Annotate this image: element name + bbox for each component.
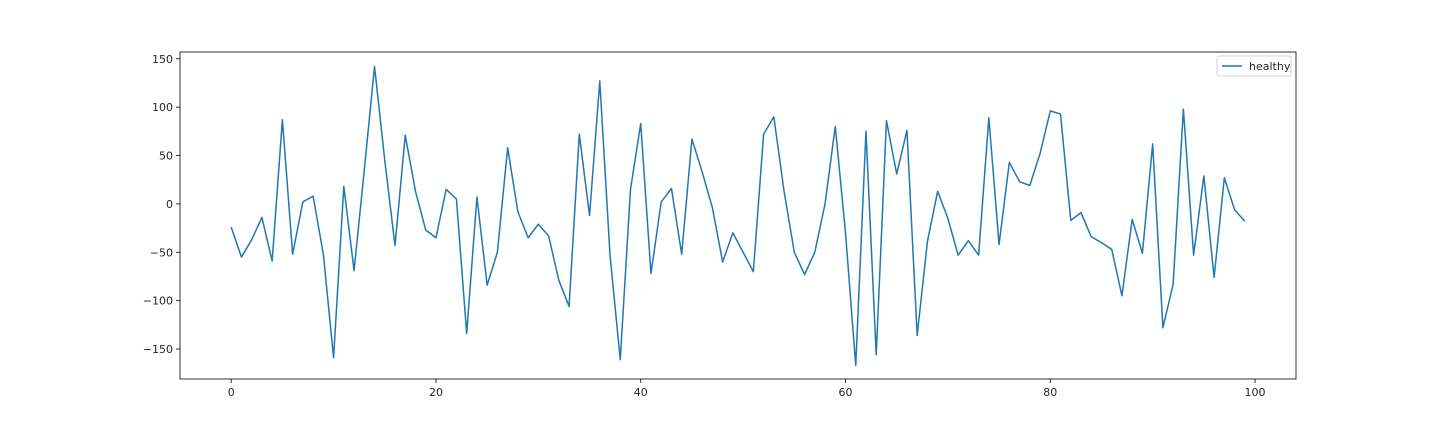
legend-box <box>1216 55 1292 77</box>
x-tick-label: 60 <box>839 386 853 399</box>
x-tick-label: 40 <box>634 386 648 399</box>
y-tick-label: 100 <box>152 101 173 114</box>
legend: healthy <box>1216 55 1292 77</box>
axes-frame <box>179 51 1297 380</box>
y-tick-label: 50 <box>159 150 173 163</box>
y-tick-label: −100 <box>143 295 173 308</box>
x-tick-label: 100 <box>1245 386 1266 399</box>
x-tick-label: 80 <box>1043 386 1057 399</box>
y-tick-label: −50 <box>150 246 173 259</box>
y-tick-label: 0 <box>166 198 173 211</box>
legend-label-healthy: healthy <box>1249 60 1291 73</box>
plot-area <box>230 65 1246 367</box>
axes-ticks: 0 20 40 60 80 100 −150 −100 −50 0 50 100 150 <box>143 53 1266 399</box>
x-tick-label: 20 <box>429 386 443 399</box>
x-tick-label: 0 <box>228 386 235 399</box>
series-line-healthy <box>230 65 1246 367</box>
y-tick-label: 150 <box>152 53 173 66</box>
y-tick-label: −150 <box>143 343 173 356</box>
